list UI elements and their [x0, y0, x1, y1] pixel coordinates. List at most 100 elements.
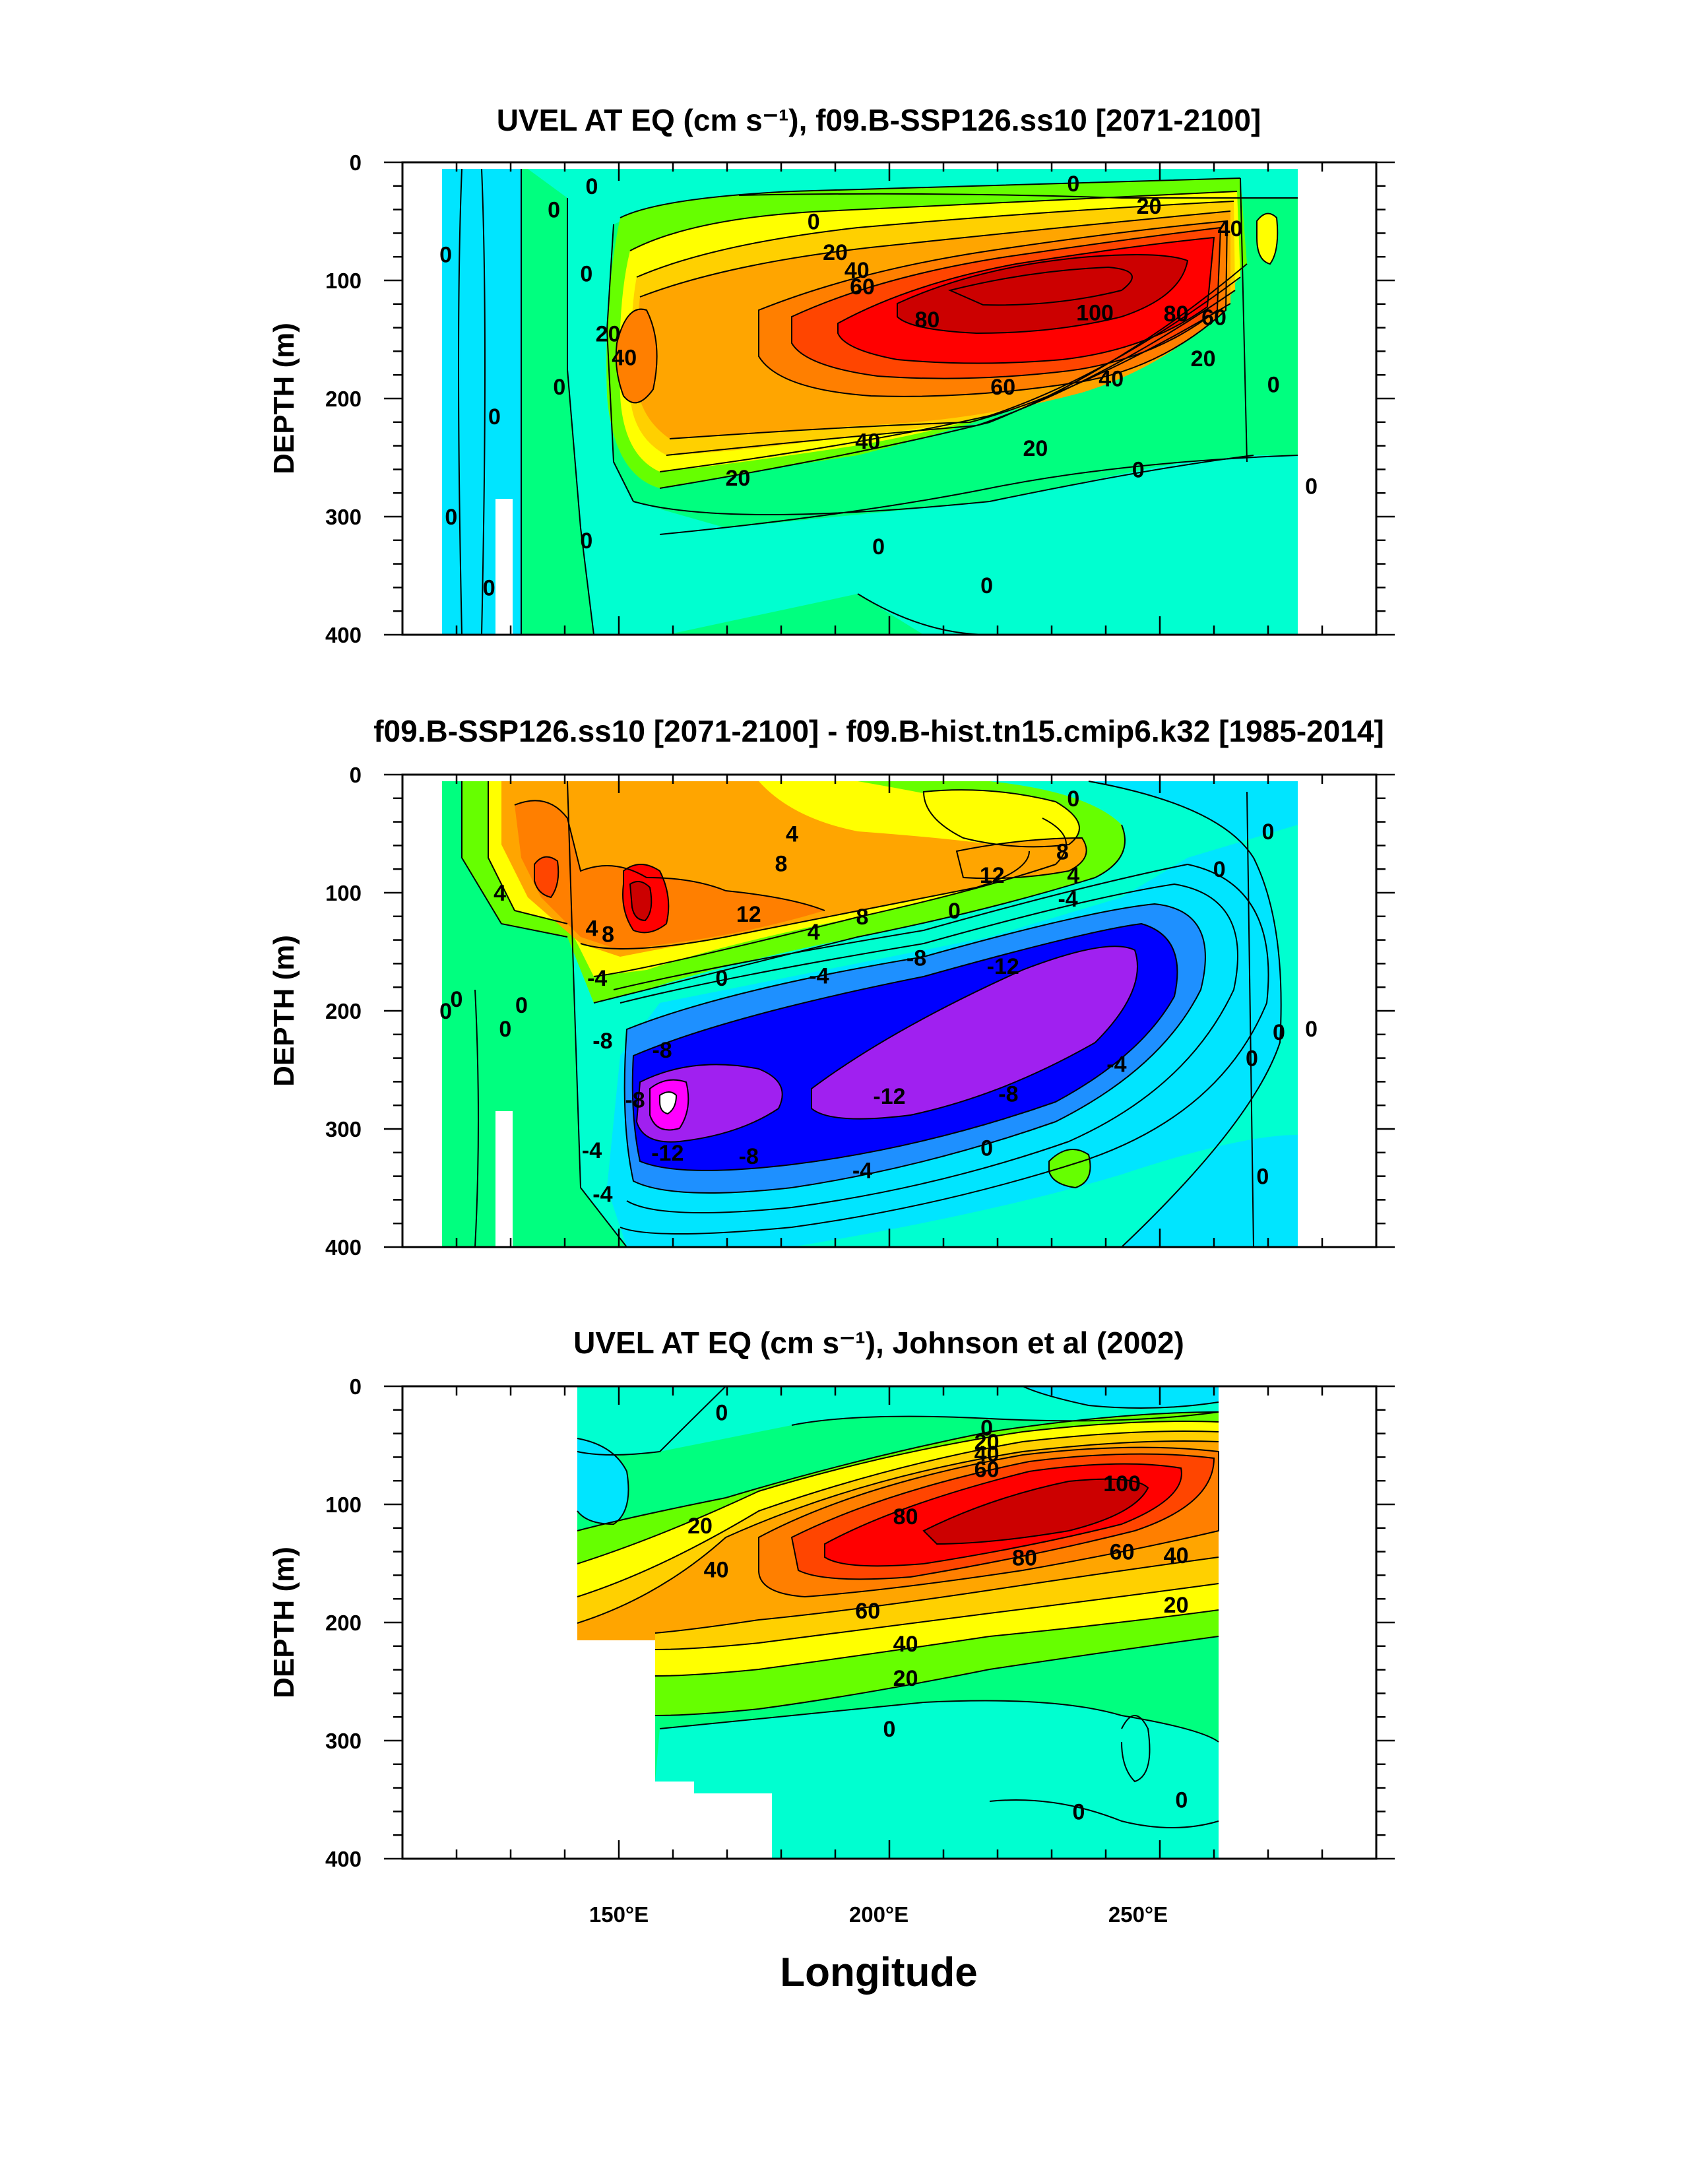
panel-2: f09.B-SSP126.ss10 [2071-2100] - f09.B-hi… [268, 714, 1395, 1260]
contour-label: 20 [725, 466, 750, 491]
contour-label: -8 [739, 1144, 759, 1169]
contour-label: 100 [1103, 1471, 1141, 1496]
contour-label: 0 [1213, 857, 1226, 882]
x-tick-labels: 150°E 200°E 250°E [589, 1902, 1168, 1927]
panel-3-west-cyan [577, 1438, 629, 1524]
y-tick-label: 0 [350, 763, 362, 787]
panel-1-field [442, 168, 1298, 635]
panel-2-contour-lines [461, 781, 1282, 1247]
y-tick-label: 400 [325, 1235, 362, 1260]
contour-label: 0 [1305, 1017, 1318, 1042]
y-tick-label: 100 [325, 1493, 362, 1517]
panel-2-positive-darkred-core [630, 882, 652, 920]
contour-label: 0 [580, 261, 592, 286]
contour-label: 20 [1137, 194, 1162, 219]
y-tick-label: 400 [325, 1847, 362, 1871]
contour-label: 40 [1164, 1543, 1189, 1568]
contour-label: 60 [855, 1599, 880, 1624]
panel-3-field [577, 1386, 1219, 1859]
contour-label: 60 [850, 274, 875, 300]
contour-label: 0 [883, 1717, 896, 1742]
contour-label: 0 [1262, 819, 1275, 845]
contour-label: 4 [494, 881, 506, 906]
contour-label: 60 [1110, 1540, 1135, 1565]
contour-label: -4 [592, 1182, 612, 1207]
y-tick-label: 0 [350, 1374, 362, 1399]
panel-2-eastern-yellow [924, 790, 1079, 847]
panel-3-title: UVEL AT EQ (cm s⁻¹), Johnson et al (2002… [573, 1326, 1184, 1360]
contour-label: 0 [451, 987, 463, 1012]
contour-label: 0 [439, 999, 452, 1024]
contour-label: -4 [1106, 1052, 1126, 1077]
contour-label: -8 [625, 1087, 645, 1112]
contour-label: 20 [893, 1666, 918, 1691]
contour-label: 60 [1201, 305, 1227, 330]
contour-label: 40 [855, 429, 880, 454]
x-axis-label: Longitude [780, 1950, 978, 1995]
contour-label: 40 [974, 1442, 1000, 1467]
panel-2-y-tick-labels: 0 100 200 300 400 [325, 763, 362, 1260]
contour-label: 40 [844, 258, 870, 283]
contour-label: 0 [1073, 1799, 1085, 1824]
panel-2-purple-core-east [812, 946, 1137, 1119]
panel-2-title: f09.B-SSP126.ss10 [2071-2100] - f09.B-hi… [373, 714, 1384, 748]
panel-2-positive-dark-orange [515, 800, 825, 950]
panel-3-surface-cyan [577, 1386, 1219, 1455]
contour-label: 8 [856, 905, 869, 930]
contour-label: 4 [1067, 863, 1079, 888]
panel-1-contour-lines [458, 168, 1298, 635]
contour-label: 8 [602, 922, 614, 947]
panel-1-y-axis-label: DEPTH (m) [268, 323, 300, 474]
contour-label: 80 [893, 1504, 918, 1529]
contour-label: 20 [823, 240, 848, 265]
contour-label: 12 [736, 902, 761, 927]
panel-1: UVEL AT EQ (cm s⁻¹), f09.B-SSP126.ss10 [… [268, 103, 1395, 647]
contour-label: 0 [515, 993, 528, 1018]
contour-label: 20 [1023, 436, 1048, 461]
y-tick-label: 200 [325, 999, 362, 1023]
contour-label: 4 [586, 916, 598, 942]
contour-label: 0 [483, 575, 495, 600]
panel-2-eastern-orange [957, 838, 1087, 879]
contour-label: -4 [852, 1159, 872, 1184]
contour-label: 0 [580, 529, 592, 554]
panel-1-title: UVEL AT EQ (cm s⁻¹), f09.B-SSP126.ss10 [… [497, 103, 1261, 137]
contour-label: 0 [445, 505, 457, 530]
panel-1-eastern-yellow-patch [1257, 213, 1278, 264]
contour-label: -4 [1058, 887, 1077, 912]
panel-2-positive-red-core-west [534, 856, 559, 897]
panel-2-sw-green-blob [1049, 1149, 1091, 1188]
contour-label: -4 [582, 1138, 602, 1163]
y-tick-label: 100 [325, 269, 362, 293]
contour-label: -4 [809, 963, 829, 988]
contour-label: -8 [907, 946, 926, 971]
contour-label: 0 [1067, 172, 1079, 197]
panel-1-ticks [384, 161, 1395, 636]
contour-label: 0 [872, 534, 885, 560]
contour-label: -8 [592, 1029, 612, 1054]
panel-3: UVEL AT EQ (cm s⁻¹), Johnson et al (2002… [268, 1326, 1395, 1871]
panel-2-white-core [660, 1092, 676, 1114]
contour-label: -12 [873, 1084, 905, 1109]
contour-label: 0 [548, 198, 560, 223]
contour-label: 40 [1099, 367, 1124, 392]
panel-2-y-axis-label: DEPTH (m) [268, 935, 300, 1087]
panel-3-contour-lines [577, 1386, 1219, 1828]
contour-label: -8 [652, 1038, 672, 1063]
x-tick-label: 150°E [589, 1902, 649, 1927]
contour-label: 0 [439, 243, 452, 268]
contour-label: -12 [651, 1141, 684, 1166]
panel-1-y-tick-labels: 0 100 200 300 400 [325, 150, 362, 647]
contour-label: 0 [808, 210, 820, 235]
contour-label: 0 [948, 899, 961, 924]
contour-label: -12 [987, 954, 1019, 979]
panel-1-westward-flow-region [442, 169, 1298, 635]
panel-3-deep-cyan [655, 1700, 1219, 1859]
contour-label: 4 [808, 920, 820, 945]
contour-label: 12 [980, 863, 1005, 888]
contour-label: 20 [974, 1430, 1000, 1455]
y-tick-label: 200 [325, 387, 362, 411]
